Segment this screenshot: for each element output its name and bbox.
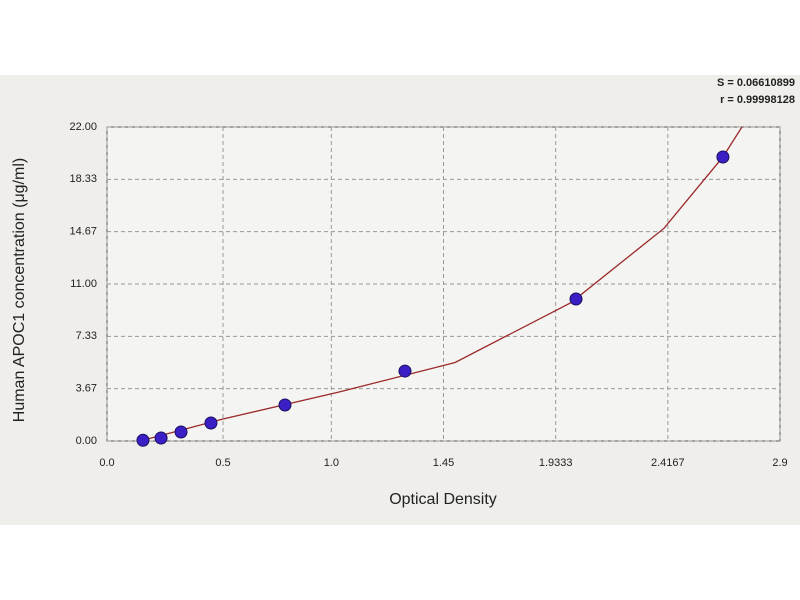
data-point: [278, 398, 292, 412]
x-tick-label: 1.9333: [539, 457, 573, 469]
data-point: [569, 292, 583, 306]
y-tick-label: 18.33: [69, 173, 97, 185]
x-axis-label: Optical Density: [389, 491, 497, 508]
data-point: [204, 416, 218, 430]
annotation: r = 0.99998128: [720, 94, 795, 106]
x-tick-label: 1.0: [324, 457, 339, 469]
x-tick-label: 2.9: [772, 457, 787, 469]
fit-curve: [142, 126, 743, 441]
y-tick-label: 7.33: [76, 330, 97, 342]
x-tick-label: 0.5: [215, 457, 230, 469]
data-point: [716, 150, 730, 164]
y-tick-label: 14.67: [69, 226, 97, 238]
y-tick-label: 11.00: [70, 278, 97, 290]
data-point: [136, 433, 150, 447]
data-point: [174, 425, 188, 439]
data-point: [398, 364, 412, 378]
y-tick-label: 22.00: [69, 121, 97, 133]
y-axis-label: Human APOC1 concentration (μg/ml): [11, 158, 28, 422]
annotation: S = 0.06610899: [717, 77, 795, 89]
data-point: [154, 431, 168, 445]
x-tick-label: 2.4167: [651, 457, 685, 469]
x-tick-label: 1.45: [433, 457, 454, 469]
x-tick-label: 0.0: [99, 457, 114, 469]
y-tick-label: 0.00: [76, 435, 97, 447]
y-tick-label: 3.67: [76, 383, 97, 395]
